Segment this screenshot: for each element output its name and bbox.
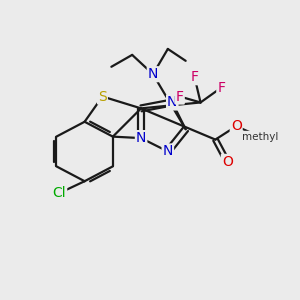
Text: N: N: [148, 67, 158, 81]
Text: F: F: [190, 70, 199, 84]
Text: S: S: [98, 89, 107, 103]
Text: F: F: [176, 89, 184, 103]
Text: O: O: [222, 155, 233, 169]
Text: N: N: [163, 145, 173, 158]
Text: N: N: [136, 131, 146, 145]
Text: O: O: [231, 119, 242, 133]
Text: F: F: [217, 81, 225, 94]
Text: methyl: methyl: [242, 132, 278, 142]
Text: Cl: Cl: [52, 186, 66, 200]
Text: N: N: [167, 95, 178, 110]
